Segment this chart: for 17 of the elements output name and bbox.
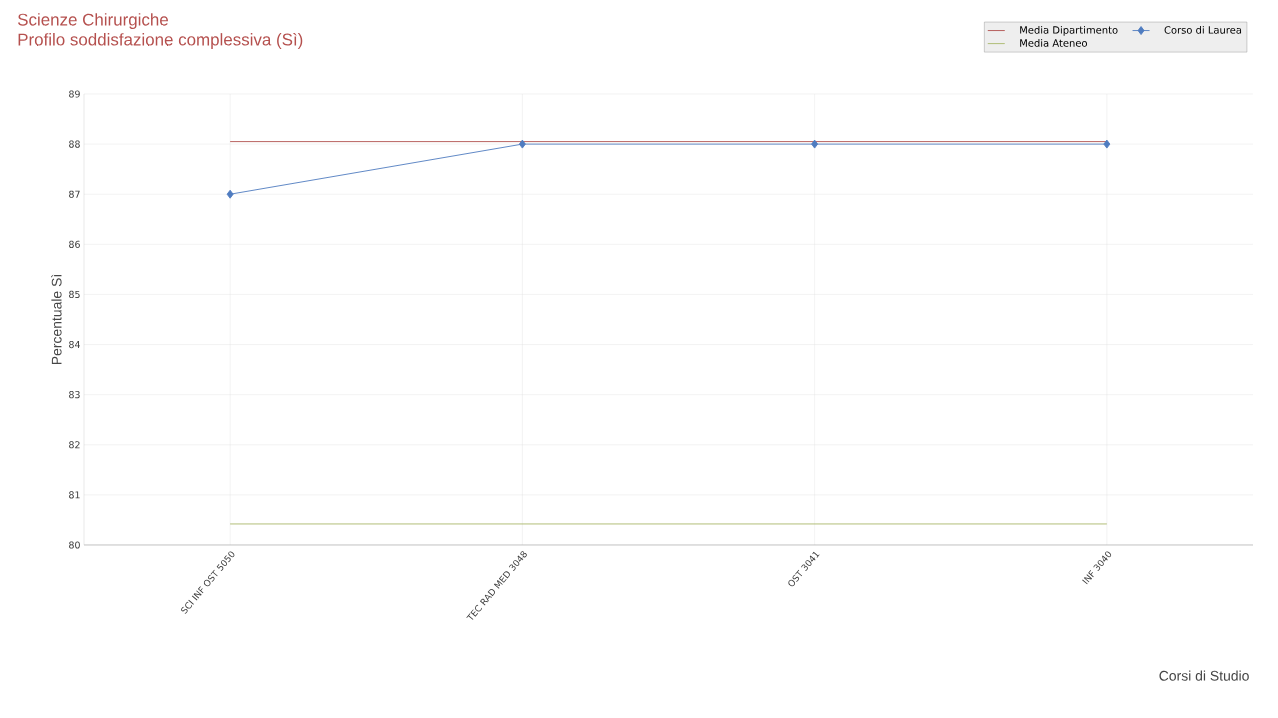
y-tick-label: 81 [69,491,80,499]
y-axis-title: Percentuale Sì [51,274,62,365]
x-axis-title: Corsi di Studio [1159,670,1249,681]
legend-label: Corso di Laurea [1164,26,1242,34]
legend-label: Media Ateneo [1020,39,1087,47]
chart-title: Scienze Chirurgiche [17,13,168,29]
y-tick-label: 85 [69,290,80,299]
y-tick-label: 83 [69,391,80,399]
y-tick-label: 86 [69,240,80,248]
chart-subtitle: Profilo soddisfazione complessiva (Sì) [18,32,303,49]
y-tick-label: 88 [69,140,80,148]
legend-label: Media Dipartimento [1020,26,1118,36]
y-tick-label: 80 [69,541,80,549]
y-tick-label: 82 [69,441,80,449]
y-tick-label: 89 [69,90,80,98]
y-tick-label: 87 [69,190,80,198]
y-tick-label: 84 [69,340,80,349]
